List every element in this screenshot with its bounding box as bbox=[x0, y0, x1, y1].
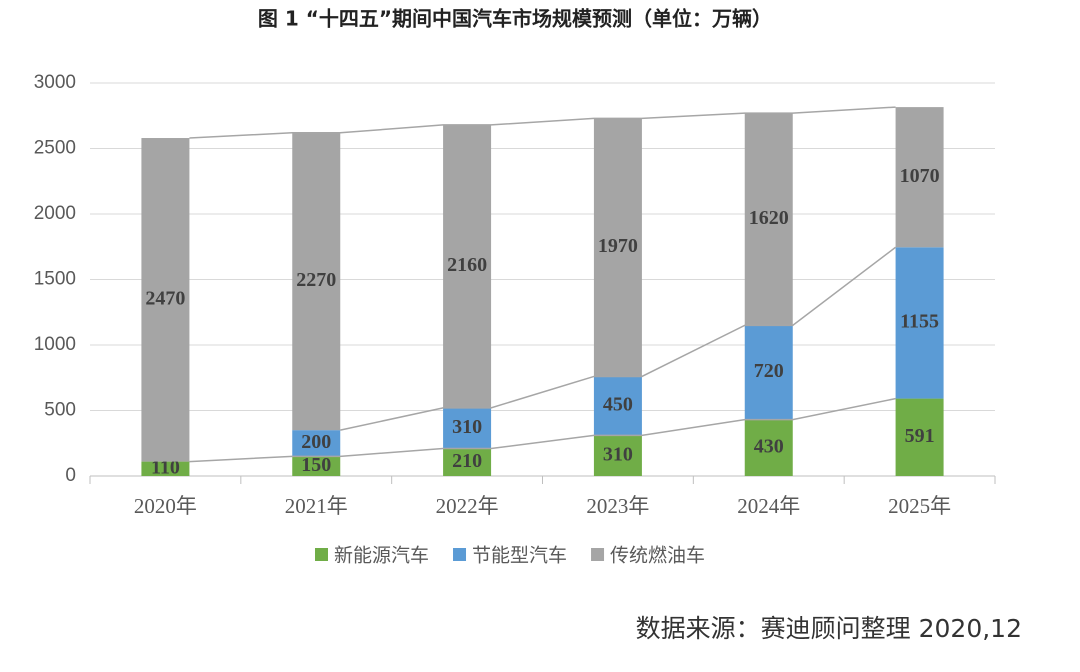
source-note: 数据来源：赛迪顾问整理 2020,12 bbox=[636, 614, 1022, 643]
value-label: 200 bbox=[301, 431, 331, 453]
bar-segment bbox=[744, 113, 793, 326]
y-tick-label: 3000 bbox=[34, 72, 76, 93]
value-label: 2160 bbox=[447, 254, 487, 276]
bar-segment bbox=[141, 461, 190, 476]
series-line bbox=[340, 246, 897, 431]
x-tick-label: 2024年 bbox=[737, 494, 800, 518]
y-tick-label: 1500 bbox=[34, 269, 76, 290]
value-label: 1970 bbox=[598, 235, 638, 257]
chart-title: 图 1 “十四五”期间中国汽车市场规模预测（单位：万辆） bbox=[258, 7, 772, 31]
series-line bbox=[189, 397, 896, 463]
x-tick-label: 2021年 bbox=[285, 494, 348, 518]
x-tick-label: 2023年 bbox=[586, 494, 649, 518]
legend-swatch bbox=[591, 548, 605, 561]
series-line bbox=[189, 106, 896, 139]
value-label: 720 bbox=[754, 360, 784, 382]
bar-segment bbox=[443, 407, 492, 449]
bar-segment bbox=[744, 419, 793, 476]
value-label: 450 bbox=[603, 394, 633, 416]
x-tick-label: 2022年 bbox=[436, 494, 499, 518]
value-label: 591 bbox=[905, 425, 935, 447]
x-tick-label: 2025年 bbox=[888, 494, 951, 518]
bar-segment bbox=[443, 124, 492, 408]
bar-segment bbox=[744, 325, 793, 420]
bar-segment bbox=[292, 456, 341, 476]
value-label: 2470 bbox=[145, 287, 185, 309]
y-tick-label: 1000 bbox=[34, 334, 76, 355]
value-label: 110 bbox=[151, 456, 180, 478]
value-label: 1070 bbox=[900, 165, 940, 187]
value-label: 2270 bbox=[296, 269, 336, 291]
y-tick-label: 0 bbox=[65, 465, 76, 486]
bar-segment bbox=[895, 247, 944, 399]
y-tick-label: 2000 bbox=[34, 203, 76, 224]
legend-label: 节能型汽车 bbox=[472, 545, 567, 567]
x-tick-label: 2020年 bbox=[134, 494, 197, 518]
bar-segment bbox=[292, 132, 341, 431]
bar-segment bbox=[141, 138, 190, 462]
bar-segment bbox=[593, 435, 642, 476]
value-label: 1620 bbox=[749, 207, 789, 229]
bar-segment bbox=[895, 398, 944, 476]
value-label: 310 bbox=[452, 416, 482, 438]
legend-swatch bbox=[315, 548, 328, 561]
bar-segment bbox=[292, 430, 341, 457]
value-label: 1155 bbox=[900, 311, 939, 333]
legend-label: 传统燃油车 bbox=[610, 545, 705, 567]
y-tick-label: 500 bbox=[44, 400, 76, 421]
legend-swatch bbox=[453, 548, 467, 561]
legend-label: 新能源汽车 bbox=[334, 545, 429, 567]
value-label: 210 bbox=[452, 450, 482, 472]
value-label: 430 bbox=[754, 435, 784, 457]
bar-segment bbox=[593, 118, 642, 377]
bar-segment bbox=[443, 448, 492, 476]
value-label: 150 bbox=[301, 454, 331, 476]
value-label: 310 bbox=[603, 443, 633, 465]
bar-segment bbox=[593, 376, 642, 436]
bar-segment bbox=[895, 107, 944, 248]
y-tick-label: 2500 bbox=[34, 138, 76, 159]
